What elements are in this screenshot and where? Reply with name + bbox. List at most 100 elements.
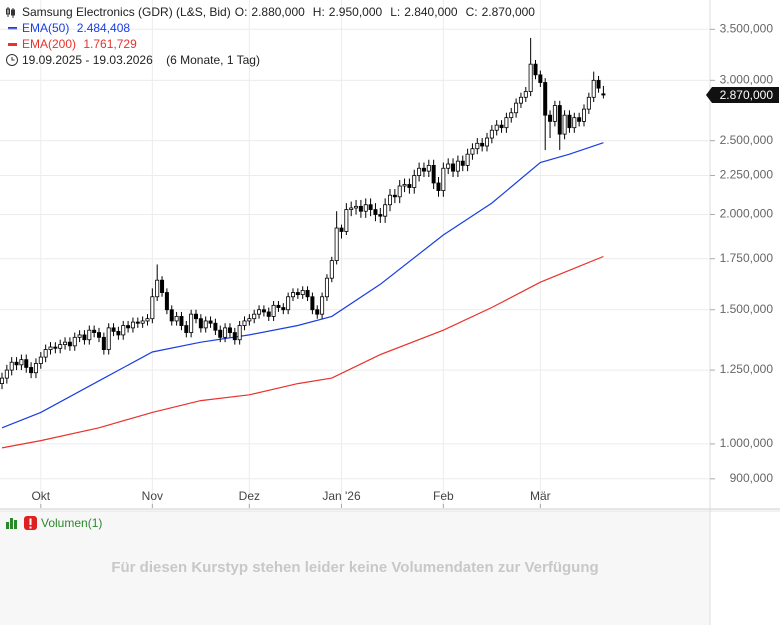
candle-body xyxy=(223,327,228,338)
candle-body xyxy=(257,309,262,315)
y-tick-label: 3.500,000 xyxy=(720,21,774,35)
candle-body xyxy=(387,194,392,206)
y-tick-label: 1.500,000 xyxy=(720,302,774,316)
ohlc-key: H: xyxy=(312,5,325,19)
candle-body xyxy=(601,93,606,96)
candle-body xyxy=(329,260,334,279)
candle-body xyxy=(0,377,4,384)
candle-body xyxy=(4,369,9,379)
legend-row: EMA(200) 1.761,729 xyxy=(22,37,141,51)
candle-body xyxy=(470,148,475,155)
ohlc-key: O: xyxy=(234,5,248,19)
candle-body xyxy=(43,349,48,358)
candle-body xyxy=(577,117,582,122)
grid xyxy=(0,0,710,508)
candle-body xyxy=(87,329,92,341)
candle-body xyxy=(198,318,203,329)
candle-body xyxy=(213,322,218,331)
candle-body xyxy=(19,359,24,366)
candle-body xyxy=(266,311,271,317)
candle-body xyxy=(203,320,208,329)
ohlc-value: 2.950,000 xyxy=(328,5,383,19)
candle-body xyxy=(523,91,528,98)
candle-body xyxy=(67,341,72,347)
candle-body xyxy=(116,330,121,336)
candle-body xyxy=(552,105,557,122)
candle-body xyxy=(344,209,349,232)
candle-body xyxy=(339,227,344,232)
y-tick-label: 1.000,000 xyxy=(720,436,774,450)
candle-body xyxy=(320,296,325,315)
candle-body xyxy=(455,160,460,172)
candle-body xyxy=(460,160,465,166)
candle-body xyxy=(33,363,38,374)
candle-body xyxy=(543,82,548,116)
candle-body xyxy=(591,79,596,98)
candle-body xyxy=(242,320,247,326)
candle-body xyxy=(121,325,126,336)
candle-body xyxy=(504,117,509,129)
candle-body xyxy=(227,327,232,333)
candle-body xyxy=(232,332,237,341)
legend-name: EMA(50) xyxy=(22,21,70,35)
candle-body xyxy=(72,336,77,347)
ohlc-value: 2.840,000 xyxy=(404,5,458,19)
candle-body xyxy=(567,114,572,129)
candle-body xyxy=(475,142,480,150)
candle-body xyxy=(421,167,426,172)
candle-body xyxy=(126,325,131,329)
candle-body xyxy=(271,304,276,317)
candle-body xyxy=(334,227,339,262)
candle-body xyxy=(252,313,257,320)
candle-body xyxy=(378,214,383,217)
ohlc-value: 2.870,000 xyxy=(481,5,535,19)
ema-line xyxy=(1,255,604,449)
candle-body xyxy=(582,108,587,122)
candle-body xyxy=(557,105,562,135)
candle-body xyxy=(135,321,140,324)
candle-body xyxy=(290,292,295,298)
x-tick-label: Feb xyxy=(433,489,454,503)
x-tick-label: Dez xyxy=(239,489,260,503)
candle-body xyxy=(431,164,436,184)
period-note: (6 Monate, 1 Tag) xyxy=(166,53,260,67)
legend-value: 2.484,408 xyxy=(76,21,131,35)
candle-body xyxy=(499,124,504,129)
y-tick-label: 2.500,000 xyxy=(720,133,774,147)
candle-body xyxy=(548,114,553,122)
candle-body xyxy=(417,167,422,176)
ohlc-key: C: xyxy=(465,5,478,19)
candle-body xyxy=(164,292,169,311)
candle-body xyxy=(169,309,174,322)
period-row: 19.09.2025 - 19.03.2026 (6 Monate, 1 Tag… xyxy=(22,53,264,67)
candle-body xyxy=(426,164,431,172)
ema-line xyxy=(1,142,604,429)
period: 19.09.2025 - 19.03.2026 xyxy=(22,53,153,67)
candle-body xyxy=(354,205,359,209)
candle-body xyxy=(363,204,368,212)
x-tick-label: Jan '26 xyxy=(322,489,361,503)
candle-body xyxy=(324,277,329,298)
candle-body xyxy=(92,329,97,333)
candle-body xyxy=(145,318,150,322)
y-tick-label: 2.000,000 xyxy=(720,207,774,221)
legend-name: EMA(200) xyxy=(22,37,77,51)
candle-body xyxy=(596,79,601,89)
volume-message: Für diesen Kurstyp stehen leider keine V… xyxy=(111,559,598,576)
candle-body xyxy=(155,279,160,298)
candle-body xyxy=(101,336,106,350)
candle-body xyxy=(106,327,111,350)
candle-body xyxy=(310,296,315,311)
legend-row: EMA(50) 2.484,408 xyxy=(22,21,134,35)
volume-pane xyxy=(0,511,710,625)
candle-body xyxy=(193,313,198,320)
candle-body xyxy=(397,185,402,198)
candle-body xyxy=(572,117,577,129)
candle-body xyxy=(528,63,533,92)
candle-body xyxy=(63,341,68,346)
candle-body xyxy=(111,327,116,332)
candle-body xyxy=(514,102,519,114)
volume-icon xyxy=(6,518,17,529)
candle-body xyxy=(77,334,82,338)
